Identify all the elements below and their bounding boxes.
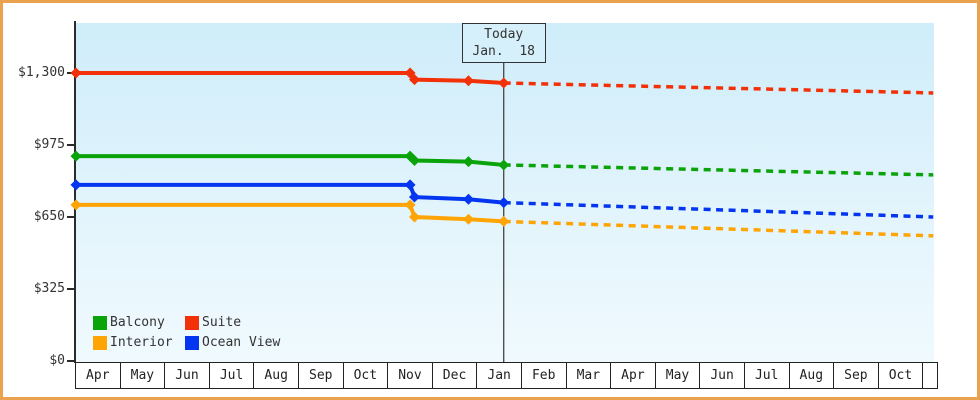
price-point-diamond-icon (404, 67, 416, 79)
series-interior (70, 199, 934, 238)
price-point-diamond-icon (462, 75, 474, 87)
x-axis-month-cell: Feb (521, 363, 567, 388)
x-axis-month-cell: Oct (343, 363, 389, 388)
legend-item-interior: Interior (93, 336, 185, 350)
legend-label: Suite (202, 315, 242, 330)
x-axis-month-cell: Aug (254, 363, 299, 388)
y-axis-tick-label: $975 (33, 137, 65, 152)
price-point-diamond-icon (498, 77, 510, 89)
price-point-diamond-icon (498, 159, 510, 171)
series-suite (70, 67, 934, 95)
y-axis-tick-mark (67, 144, 75, 146)
x-axis-month-cell: Apr (611, 363, 656, 388)
y-axis-line (74, 21, 76, 363)
y-axis-tick-label: $1,300 (18, 65, 65, 80)
price-history-chart (70, 63, 934, 363)
x-axis-month-cell: Dec (432, 363, 478, 388)
forecast-dotted-line (503, 81, 934, 95)
forecast-dotted-line (503, 163, 934, 177)
price-point-diamond-icon (409, 155, 421, 167)
forecast-dotted-line (503, 219, 934, 238)
x-axis-month-cell: Jun (700, 363, 745, 388)
history-line (76, 71, 504, 85)
legend-swatch-icon (93, 336, 107, 350)
history-line (76, 154, 504, 167)
x-axis-month-row: Apr May Jun Jul Aug Sep Oct Nov Dec Jan Feb Mar Apr M… (75, 362, 939, 389)
x-axis-month-cell: Jul (744, 363, 790, 388)
y-axis-tick-label: $325 (33, 281, 65, 296)
price-point-diamond-icon (70, 150, 82, 162)
x-axis-month-cell: Sep (834, 363, 879, 388)
price-point-diamond-icon (70, 199, 82, 211)
price-point-diamond-icon (409, 74, 421, 86)
today-label: Today (484, 27, 524, 42)
price-point-diamond-icon (70, 179, 82, 191)
x-axis-month-cell: Jan (477, 363, 522, 388)
history-line (76, 182, 504, 205)
x-axis-month-cell: Oct (878, 363, 924, 388)
x-axis-month-cell: May (120, 363, 166, 388)
x-axis-month-cell: Nov (388, 363, 433, 388)
series-layer (70, 67, 934, 238)
legend-item-balcony: Balcony (93, 316, 185, 330)
today-marker-box: Today Jan. 18 (461, 23, 546, 63)
x-axis-month-cell: Apr (76, 363, 121, 388)
y-axis-tick-mark (67, 288, 75, 290)
x-axis-month-cell: May (655, 363, 701, 388)
x-axis-month-cell: Jun (165, 363, 210, 388)
x-axis-month-cell: Jul (209, 363, 255, 388)
x-axis-month-cell: Aug (789, 363, 835, 388)
legend: Balcony Suite Interior Ocean View (93, 316, 280, 350)
legend-item-suite: Suite (185, 316, 280, 330)
legend-label: Balcony (110, 315, 165, 330)
y-axis-tick-mark (67, 360, 75, 362)
legend-swatch-icon (93, 316, 107, 330)
series-ocean-view (70, 179, 934, 219)
series-balcony (70, 150, 934, 177)
y-axis-tick-label: $650 (33, 209, 65, 224)
price-point-diamond-icon (409, 191, 421, 203)
x-axis-empty-cell (923, 363, 938, 388)
price-point-diamond-icon (462, 156, 474, 168)
x-axis-month-cell: Mar (566, 363, 612, 388)
y-axis-tick-label: $0 (49, 353, 65, 368)
price-point-diamond-icon (462, 193, 474, 205)
today-date-label: Jan. 18 (472, 44, 536, 59)
price-point-diamond-icon (404, 199, 416, 211)
legend-swatch-icon (185, 336, 199, 350)
price-point-diamond-icon (498, 215, 510, 227)
legend-label: Ocean View (202, 335, 281, 350)
forecast-dotted-line (503, 200, 934, 219)
price-point-diamond-icon (498, 197, 510, 209)
price-point-diamond-icon (462, 213, 474, 225)
history-line (76, 202, 504, 224)
price-point-diamond-icon (409, 211, 421, 223)
legend-swatch-icon (185, 316, 199, 330)
legend-item-ocean-view: Ocean View (185, 336, 280, 350)
price-point-diamond-icon (404, 179, 416, 191)
x-axis-month-cell: Sep (298, 363, 344, 388)
legend-label: Interior (110, 335, 173, 350)
price-point-diamond-icon (70, 67, 82, 79)
y-axis-tick-mark (67, 216, 75, 218)
